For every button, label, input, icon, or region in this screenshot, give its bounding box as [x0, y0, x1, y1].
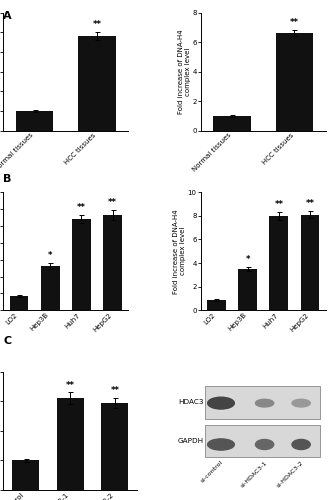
Bar	[269, 216, 288, 310]
Bar	[103, 215, 122, 310]
Text: *: *	[48, 252, 52, 260]
Bar	[213, 116, 251, 130]
Bar	[10, 296, 28, 310]
Bar	[101, 403, 128, 490]
FancyBboxPatch shape	[205, 425, 320, 457]
Bar	[78, 36, 116, 130]
Bar	[41, 266, 60, 310]
Bar	[57, 398, 84, 490]
Ellipse shape	[208, 439, 234, 450]
Text: **: **	[290, 18, 299, 27]
Text: GAPDH: GAPDH	[177, 438, 203, 444]
Text: **: **	[77, 203, 86, 212]
Ellipse shape	[255, 440, 274, 450]
Text: **: **	[66, 380, 75, 390]
Ellipse shape	[292, 400, 310, 407]
Text: HDAC3: HDAC3	[178, 399, 203, 405]
Text: C: C	[3, 336, 12, 346]
Text: si-HDAC3-2: si-HDAC3-2	[276, 460, 305, 488]
Bar	[301, 214, 319, 310]
Text: **: **	[306, 199, 315, 208]
Text: A: A	[3, 11, 12, 21]
Bar	[16, 111, 53, 130]
Ellipse shape	[292, 440, 310, 450]
Text: **: **	[92, 20, 102, 29]
Y-axis label: Fold increase of DNA-H4
complex level: Fold increase of DNA-H4 complex level	[173, 209, 186, 294]
Bar	[207, 300, 226, 310]
Y-axis label: Fold increase of DNA-H4
complex level: Fold increase of DNA-H4 complex level	[178, 30, 191, 114]
Text: **: **	[108, 198, 117, 207]
Ellipse shape	[208, 397, 234, 409]
Text: **: **	[274, 200, 283, 208]
Text: B: B	[3, 174, 12, 184]
Text: **: **	[110, 386, 119, 394]
Bar	[12, 460, 39, 490]
Bar	[276, 33, 313, 130]
Text: *: *	[245, 254, 250, 264]
Bar	[72, 219, 91, 310]
Text: si-HDAC3-1: si-HDAC3-1	[240, 460, 268, 488]
FancyBboxPatch shape	[205, 386, 320, 419]
Ellipse shape	[255, 400, 274, 407]
Bar	[238, 269, 257, 310]
Text: si-control: si-control	[200, 460, 224, 484]
